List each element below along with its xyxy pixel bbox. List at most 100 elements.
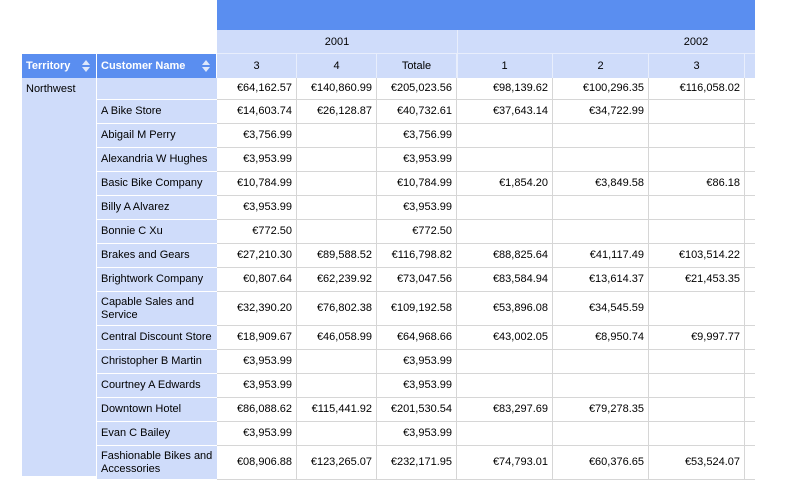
- value-cell: [457, 220, 553, 244]
- sort-arrows: [202, 60, 210, 72]
- value-cell: €37,643.14: [457, 100, 553, 124]
- value-cell: [457, 422, 553, 446]
- customer-cell: Billy A Alvarez: [97, 196, 217, 220]
- grid-stub: [745, 220, 755, 244]
- value-cell: €76,802.38: [297, 292, 377, 326]
- grid-stub: [745, 244, 755, 268]
- value-cell: [457, 350, 553, 374]
- customer-cell: Brakes and Gears: [97, 244, 217, 268]
- value-cell: [553, 148, 649, 172]
- value-cell: [457, 374, 553, 398]
- column-header[interactable]: Totale: [377, 54, 457, 78]
- value-cell: [297, 350, 377, 374]
- value-cell: [553, 196, 649, 220]
- value-cell: €64,162.57: [217, 78, 297, 100]
- row-header-title[interactable]: Territory: [22, 54, 97, 78]
- value-cell: [297, 374, 377, 398]
- value-cell: €3,953.99: [377, 148, 457, 172]
- value-cell: [457, 148, 553, 172]
- grid-stub: [745, 398, 755, 422]
- column-header[interactable]: 3: [217, 54, 297, 78]
- customer-cell: Abigail M Perry: [97, 124, 217, 148]
- sort-icon: [201, 58, 211, 74]
- value-cell: [649, 124, 745, 148]
- value-cell: €3,849.58: [553, 172, 649, 196]
- value-cell: [649, 422, 745, 446]
- grid-stub: [745, 196, 755, 220]
- value-cell: €83,584.94: [457, 268, 553, 292]
- value-cell: €9,997.77: [649, 326, 745, 350]
- year-label: 2001: [324, 35, 350, 48]
- value-cell: [649, 220, 745, 244]
- value-cell: €34,545.59: [553, 292, 649, 326]
- grid-stub: [745, 326, 755, 350]
- value-cell: [553, 422, 649, 446]
- value-cell: €74,793.01: [457, 446, 553, 480]
- sort-arrows: [82, 60, 90, 72]
- customer-cell: Basic Bike Company: [97, 172, 217, 196]
- value-cell: €100,296.35: [553, 78, 649, 100]
- value-cell: [649, 398, 745, 422]
- value-cell: €232,171.95: [377, 446, 457, 480]
- value-cell: [649, 196, 745, 220]
- value-cell: €60,376.65: [553, 446, 649, 480]
- value-cell: €27,210.30: [217, 244, 297, 268]
- grid-stub: [745, 374, 755, 398]
- customer-cell: Brightwork Company: [97, 268, 217, 292]
- value-cell: €3,953.99: [377, 374, 457, 398]
- value-cell: [297, 220, 377, 244]
- grid-stub: [745, 292, 755, 326]
- value-cell: €10,784.99: [377, 172, 457, 196]
- value-cell: [553, 124, 649, 148]
- grid-stub: [745, 172, 755, 196]
- value-cell: [553, 220, 649, 244]
- value-cell: €41,117.49: [553, 244, 649, 268]
- customer-cell: Christopher B Martin: [97, 350, 217, 374]
- value-cell: €3,953.99: [377, 196, 457, 220]
- grid-stub: [745, 268, 755, 292]
- value-cell: €53,524.07: [649, 446, 745, 480]
- column-header[interactable]: 2: [553, 54, 649, 78]
- value-cell: [649, 292, 745, 326]
- value-cell: [297, 172, 377, 196]
- value-cell: €64,968.66: [377, 326, 457, 350]
- value-cell: [457, 196, 553, 220]
- value-cell: €62,239.92: [297, 268, 377, 292]
- territory-cell: Northwest: [26, 82, 76, 95]
- customer-cell: Capable Sales and Service: [97, 292, 217, 326]
- value-cell: €116,058.02: [649, 78, 745, 100]
- value-cell: [649, 374, 745, 398]
- row-header-title[interactable]: Customer Name: [97, 54, 217, 78]
- value-cell: [553, 350, 649, 374]
- grid-stub: [745, 350, 755, 374]
- customer-cell: Bonnie C Xu: [97, 220, 217, 244]
- value-cell: €26,128.87: [297, 100, 377, 124]
- value-cell: €3,953.99: [217, 422, 297, 446]
- value-cell: €98,139.62: [457, 78, 553, 100]
- value-cell: €86,088.62: [217, 398, 297, 422]
- grid-stub: [745, 422, 755, 446]
- grid-stub: [745, 148, 755, 172]
- value-cell: €73,047.56: [377, 268, 457, 292]
- column-header[interactable]: 4: [297, 54, 377, 78]
- value-cell: €79,278.35: [553, 398, 649, 422]
- customer-cell: Downtown Hotel: [97, 398, 217, 422]
- column-header[interactable]: 1: [457, 54, 553, 78]
- value-cell: €201,530.54: [377, 398, 457, 422]
- grid-stub: [745, 100, 755, 124]
- value-cell: €08,906.88: [217, 446, 297, 480]
- value-cell: €3,756.99: [217, 124, 297, 148]
- value-cell: [297, 196, 377, 220]
- value-cell: €3,953.99: [377, 422, 457, 446]
- value-cell: €140,860.99: [297, 78, 377, 100]
- value-cell: [297, 148, 377, 172]
- territory-column: [22, 78, 97, 476]
- value-cell: [649, 148, 745, 172]
- value-cell: €772.50: [217, 220, 297, 244]
- column-header[interactable]: 3: [649, 54, 745, 78]
- value-cell: €40,732.61: [377, 100, 457, 124]
- value-cell: €34,722.99: [553, 100, 649, 124]
- value-cell: €116,798.82: [377, 244, 457, 268]
- value-cell: €86.18: [649, 172, 745, 196]
